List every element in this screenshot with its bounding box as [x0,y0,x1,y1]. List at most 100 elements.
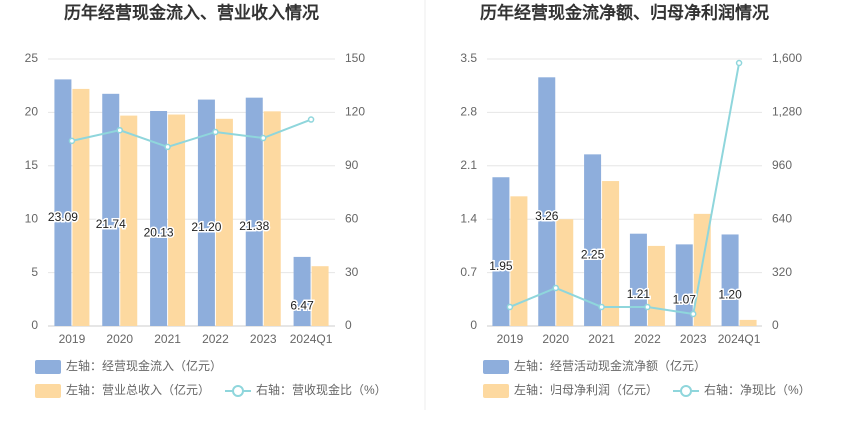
bar [168,114,186,326]
y2-tick-label: 320 [772,265,792,279]
y2-tick-label: 90 [345,158,359,172]
y-tick-label: 10 [25,211,39,225]
legend-swatch [35,384,61,398]
x-tick-label: 2022 [202,332,229,346]
x-tick-label: 2021 [588,332,615,346]
bar [675,244,693,326]
x-tick-label: 2021 [154,332,181,346]
y-tick-label: 0 [470,318,477,332]
data-label: 1.20 [718,287,742,301]
bar [311,266,329,326]
legend-swatch [483,384,509,398]
x-tick-label: 2024Q1 [718,332,761,346]
bar [54,79,72,326]
data-label: 21.20 [191,220,221,234]
bar [245,97,263,327]
x-tick-label: 2020 [542,332,569,346]
x-tick-label: 2019 [59,332,86,346]
chart-title: 历年经营现金流净额、归母净利润情况 [480,2,769,22]
bar [556,219,574,326]
line-point [164,143,171,151]
y2-tick-label: 150 [345,51,365,65]
bar [197,99,215,326]
line-point [212,128,219,136]
y2-tick-label: 0 [345,318,352,332]
legend-label: 左轴：营业总收入（亿元） [66,382,210,397]
y2-tick-label: 1,600 [772,51,802,65]
bar [102,93,120,326]
bar [721,234,739,326]
data-label: 20.13 [144,226,174,240]
data-label: 21.38 [239,219,269,233]
x-tick-label: 2020 [106,332,133,346]
data-label: 2.25 [581,247,605,261]
y-tick-label: 20 [25,105,39,119]
data-label: 21.74 [96,217,126,231]
y-tick-label: 1.4 [460,211,477,225]
line-point [644,303,651,311]
legend-label: 左轴：归母净利润（亿元） [514,382,658,397]
line-point [552,284,559,292]
line [509,62,741,316]
y2-tick-label: 640 [772,211,792,225]
bar [72,88,90,327]
bar [629,233,647,326]
bar [215,118,233,326]
legend-swatch [483,360,509,374]
x-tick-label: 2023 [680,332,707,346]
data-label: 23.09 [48,210,78,224]
bar [120,115,138,326]
bar [584,154,602,326]
legend-label: 右轴：净现比（%） [704,382,811,397]
y-tick-label: 15 [25,158,39,172]
line [71,118,312,148]
line-point [68,137,76,145]
line-point [506,303,514,311]
y-tick-label: 2.1 [460,158,477,172]
legend-swatch [680,385,692,397]
x-tick-label: 2022 [634,332,661,346]
data-label: 1.07 [673,292,697,306]
line-point [307,116,315,123]
y2-tick-label: 120 [345,105,365,119]
data-label: 1.21 [627,287,651,301]
bar [293,256,311,326]
legend-label: 左轴：经营活动现金流净额（亿元） [514,358,706,373]
line-point [116,126,123,134]
line-point [690,310,697,318]
bar [150,111,168,326]
bar [739,319,757,326]
chart-title: 历年经营现金流入、营业收入情况 [64,2,319,22]
y-tick-label: 0.7 [460,265,477,279]
line-point [260,134,267,142]
y-tick-label: 0 [31,318,38,332]
x-tick-label: 2019 [497,332,524,346]
y2-tick-label: 30 [345,265,359,279]
y2-tick-label: 1,280 [772,105,802,119]
data-label: 1.95 [489,259,513,273]
y2-tick-label: 0 [772,318,779,332]
bar [263,111,281,326]
y2-tick-label: 960 [772,158,792,172]
bar [538,77,556,327]
bar [647,245,665,326]
x-tick-label: 2024Q1 [290,332,333,346]
x-tick-label: 2023 [250,332,277,346]
data-label: 3.26 [535,209,559,223]
legend-label: 右轴：营收现金比（%） [256,382,387,397]
y-tick-label: 2.8 [460,105,477,119]
data-label: 6.47 [290,299,314,313]
y2-tick-label: 60 [345,211,359,225]
line-point [735,59,743,67]
bar [510,196,528,326]
bar [602,181,620,326]
line-point [598,303,605,311]
legend-swatch [232,385,244,397]
y-tick-label: 5 [31,265,38,279]
y-tick-label: 3.5 [460,51,477,65]
legend-swatch [35,360,61,374]
legend-label: 左轴：经营现金流入（亿元） [66,358,222,373]
y-tick-label: 25 [25,51,39,65]
bar [492,177,510,326]
